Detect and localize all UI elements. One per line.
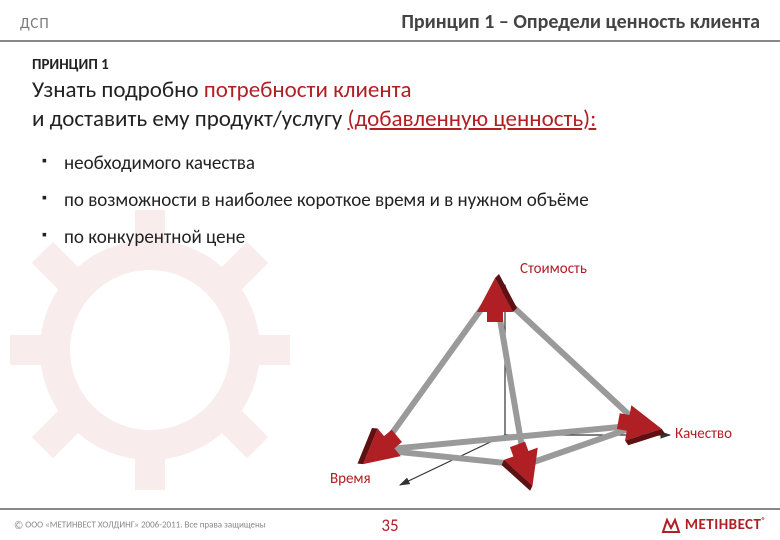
principle-text: Узнать подробно потребности клиента и до… bbox=[32, 76, 748, 134]
page-number: 35 bbox=[381, 515, 398, 536]
logo-text: МЕТІНВЕСТ® bbox=[685, 516, 766, 534]
copyright-text: ООО «МЕТИНВЕСТ ХОЛДИНГ» 2006-2011. Все п… bbox=[25, 519, 266, 530]
principle-label: ПРИНЦИП 1 bbox=[32, 56, 748, 74]
copyright: © ООО «МЕТИНВЕСТ ХОЛДИНГ» 2006-2011. Все… bbox=[14, 519, 266, 532]
list-item: по конкурентной цене bbox=[42, 226, 748, 249]
text-plain-1: Узнать подробно bbox=[32, 76, 204, 104]
text-plain-2: и доставить ему продукт/услугу bbox=[32, 105, 348, 133]
header: ДСП Принцип 1 – Определи ценность клиент… bbox=[0, 0, 780, 42]
axis-label-quality: Качество bbox=[675, 425, 732, 443]
bullet-list: необходимого качества по возможности в н… bbox=[32, 152, 748, 249]
list-item: по возможности в наиболее короткое время… bbox=[42, 189, 748, 212]
logo: МЕТІНВЕСТ® bbox=[661, 516, 766, 534]
text-highlight-2: (добавленную ценность): bbox=[348, 105, 597, 133]
axis-label-time: Время bbox=[330, 470, 371, 488]
dsp-label: ДСП bbox=[20, 15, 50, 33]
list-item: необходимого качества bbox=[42, 152, 748, 175]
footer: © ООО «МЕТИНВЕСТ ХОЛДИНГ» 2006-2011. Все… bbox=[0, 508, 780, 540]
content: ПРИНЦИП 1 Узнать подробно потребности кл… bbox=[0, 42, 780, 249]
logo-icon bbox=[661, 516, 681, 534]
text-highlight-1: потребности клиента bbox=[204, 76, 412, 104]
page-title: Принцип 1 – Определи ценность клиента bbox=[401, 10, 760, 34]
tetrahedron-diagram: Стоимость Качество Время bbox=[340, 260, 760, 500]
axis-label-cost: Стоимость bbox=[520, 260, 587, 278]
